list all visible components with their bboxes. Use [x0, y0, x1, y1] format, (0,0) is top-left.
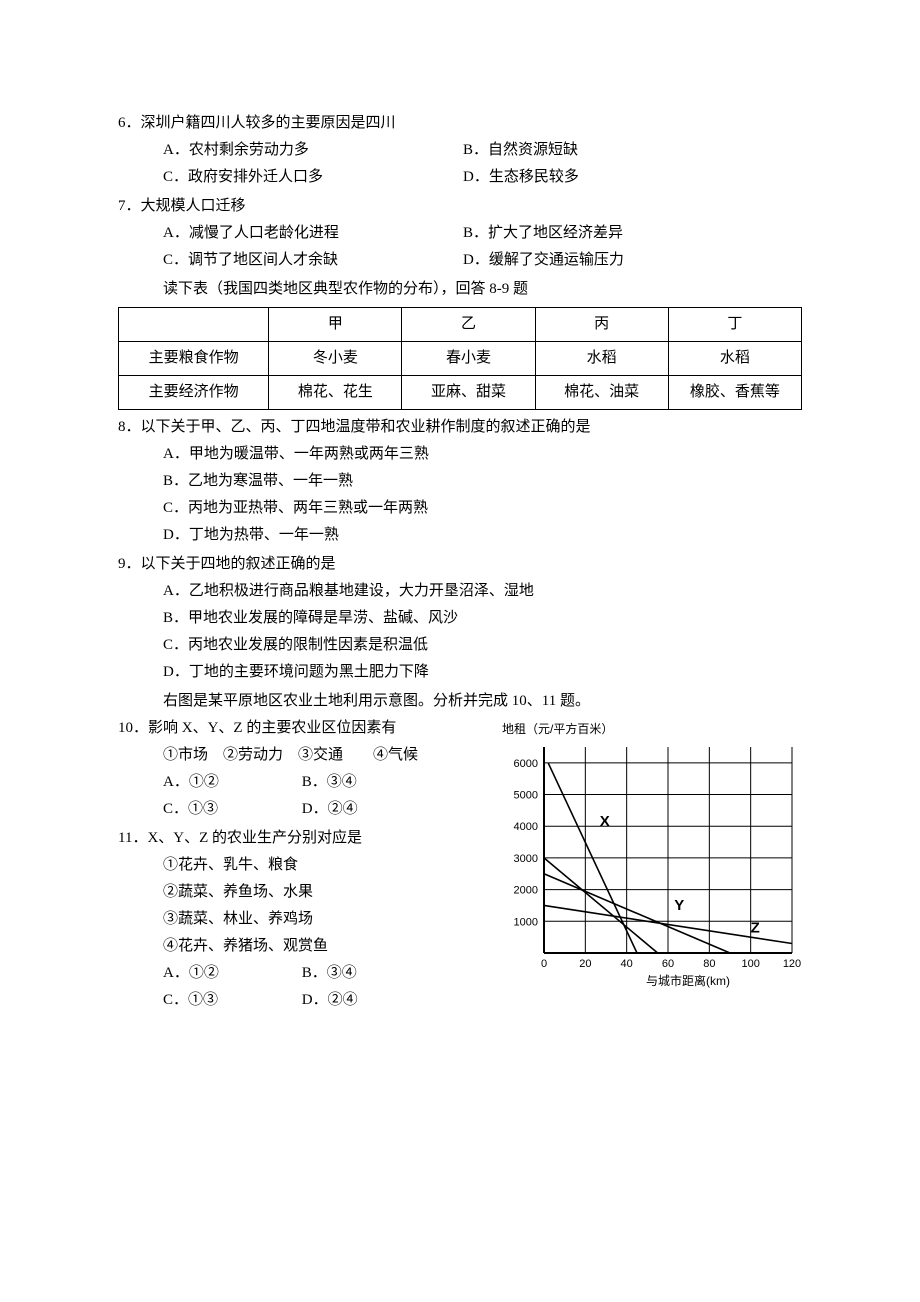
- q7-opt-d: D．缓解了交通运输压力: [463, 247, 624, 274]
- q10-choices: ①市场 ②劳动力 ③交通 ④气候: [118, 742, 502, 769]
- svg-text:5000: 5000: [514, 789, 538, 801]
- q9-opt-b: B．甲地农业发展的障碍是旱涝、盐碱、风沙: [118, 605, 802, 632]
- q11-stem: 11．X、Y、Z 的农业生产分别对应是: [118, 825, 502, 852]
- question-9: 9．以下关于四地的叙述正确的是 A．乙地积极进行商品粮基地建设，大力开垦沼泽、湿…: [118, 551, 802, 686]
- svg-text:100: 100: [741, 958, 759, 970]
- svg-text:40: 40: [621, 958, 633, 970]
- q11-opt-a: A．①②: [163, 960, 298, 987]
- q10-11-text: 10．影响 X、Y、Z 的主要农业区位因素有 ①市场 ②劳动力 ③交通 ④气候 …: [118, 715, 502, 1016]
- svg-text:3000: 3000: [514, 853, 538, 865]
- q7-options: A．减慢了人口老龄化进程 B．扩大了地区经济差异 C．调节了地区间人才余缺 D．…: [118, 220, 802, 274]
- cell: 主要经济作物: [119, 376, 269, 410]
- q10-opt-a: A．①②: [163, 769, 298, 796]
- svg-text:0: 0: [541, 958, 547, 970]
- th-bing: 丙: [535, 308, 668, 342]
- q11-opt-d: D．②④: [302, 987, 437, 1014]
- th-jia: 甲: [269, 308, 402, 342]
- q7-opt-c: C．调节了地区间人才余缺: [163, 247, 463, 274]
- q10-11-row: 10．影响 X、Y、Z 的主要农业区位因素有 ①市场 ②劳动力 ③交通 ④气候 …: [118, 715, 802, 1016]
- cell: 亚麻、甜菜: [402, 376, 535, 410]
- q11-cd: C．①③ D．②④: [118, 987, 502, 1014]
- q6-opt-d: D．生态移民较多: [463, 164, 579, 191]
- svg-text:20: 20: [579, 958, 591, 970]
- th-ding: 丁: [668, 308, 801, 342]
- cell: 冬小麦: [269, 342, 402, 376]
- svg-text:Y: Y: [674, 897, 684, 914]
- cell: 水稻: [535, 342, 668, 376]
- svg-text:80: 80: [703, 958, 715, 970]
- q9-opt-d: D．丁地的主要环境问题为黑土肥力下降: [118, 659, 802, 686]
- q8-stem: 8．以下关于甲、乙、丙、丁四地温度带和农业耕作制度的叙述正确的是: [118, 414, 802, 441]
- q6-stem: 6．深圳户籍四川人较多的主要原因是四川: [118, 110, 802, 137]
- exam-page: 6．深圳户籍四川人较多的主要原因是四川 A．农村剩余劳动力多 B．自然资源短缺 …: [0, 0, 920, 1076]
- th-yi: 乙: [402, 308, 535, 342]
- table-intro: 读下表（我国四类地区典型农作物的分布），回答 8-9 题: [118, 276, 802, 303]
- cell: 春小麦: [402, 342, 535, 376]
- rent-chart: 地租（元/平方百米） 0 20 40 60 80 100 120 1000 2000 3000 40…: [502, 715, 802, 1001]
- svg-text:Z: Z: [751, 919, 760, 936]
- q9-opt-c: C．丙地农业发展的限制性因素是积温低: [118, 632, 802, 659]
- q10-opt-c: C．①③: [163, 796, 298, 823]
- table-row: 主要经济作物 棉花、花生 亚麻、甜菜 棉花、油菜 橡胶、香蕉等: [119, 376, 802, 410]
- q11-ab: A．①② B．③④: [118, 960, 502, 987]
- q8-opt-c: C．丙地为亚热带、两年三熟或一年两熟: [118, 495, 802, 522]
- q7-opt-b: B．扩大了地区经济差异: [463, 220, 623, 247]
- svg-text:60: 60: [662, 958, 674, 970]
- q10-ab: A．①② B．③④: [118, 769, 502, 796]
- q7-opt-a: A．减慢了人口老龄化进程: [163, 220, 463, 247]
- q11-opt-b: B．③④: [302, 960, 437, 987]
- table-header-row: 甲 乙 丙 丁: [119, 308, 802, 342]
- svg-text:120: 120: [783, 958, 801, 970]
- q6-opt-c: C．政府安排外迁人口多: [163, 164, 463, 191]
- th-blank: [119, 308, 269, 342]
- q11-l3: ③蔬菜、林业、养鸡场: [118, 906, 502, 933]
- q7-stem: 7．大规模人口迁移: [118, 193, 802, 220]
- svg-text:1000: 1000: [514, 916, 538, 928]
- q9-opt-a: A．乙地积极进行商品粮基地建设，大力开垦沼泽、湿地: [118, 578, 802, 605]
- question-10: 10．影响 X、Y、Z 的主要农业区位因素有 ①市场 ②劳动力 ③交通 ④气候 …: [118, 715, 502, 823]
- q10-opt-d: D．②④: [302, 796, 437, 823]
- chart-intro: 右图是某平原地区农业土地利用示意图。分析并完成 10、11 题。: [118, 688, 802, 715]
- cell: 主要粮食作物: [119, 342, 269, 376]
- q8-opt-b: B．乙地为寒温带、一年一熟: [118, 468, 802, 495]
- svg-text:X: X: [600, 813, 610, 830]
- q8-opt-a: A．甲地为暖温带、一年两熟或两年三熟: [118, 441, 802, 468]
- svg-text:4000: 4000: [514, 821, 538, 833]
- svg-text:6000: 6000: [514, 757, 538, 769]
- question-11: 11．X、Y、Z 的农业生产分别对应是 ①花卉、乳牛、粮食 ②蔬菜、养鱼场、水果…: [118, 825, 502, 1014]
- crops-table: 甲 乙 丙 丁 主要粮食作物 冬小麦 春小麦 水稻 水稻 主要经济作物 棉花、花…: [118, 307, 802, 410]
- cell: 水稻: [668, 342, 801, 376]
- chart-y-title: 地租（元/平方百米）: [502, 719, 802, 741]
- q10-stem: 10．影响 X、Y、Z 的主要农业区位因素有: [118, 715, 502, 742]
- q10-opt-b: B．③④: [302, 769, 437, 796]
- cell: 棉花、油菜: [535, 376, 668, 410]
- q9-stem: 9．以下关于四地的叙述正确的是: [118, 551, 802, 578]
- table-row: 主要粮食作物 冬小麦 春小麦 水稻 水稻: [119, 342, 802, 376]
- cell: 棉花、花生: [269, 376, 402, 410]
- q11-opt-c: C．①③: [163, 987, 298, 1014]
- question-7: 7．大规模人口迁移 A．减慢了人口老龄化进程 B．扩大了地区经济差异 C．调节了…: [118, 193, 802, 274]
- q8-opt-d: D．丁地为热带、一年一熟: [118, 522, 802, 549]
- q11-l1: ①花卉、乳牛、粮食: [118, 852, 502, 879]
- q11-l2: ②蔬菜、养鱼场、水果: [118, 879, 502, 906]
- q11-l4: ④花卉、养猪场、观赏鱼: [118, 933, 502, 960]
- q10-cd: C．①③ D．②④: [118, 796, 502, 823]
- rent-chart-svg: 0 20 40 60 80 100 120 1000 2000 3000 4000 5000 6000 X…: [502, 741, 802, 991]
- question-6: 6．深圳户籍四川人较多的主要原因是四川 A．农村剩余劳动力多 B．自然资源短缺 …: [118, 110, 802, 191]
- q6-options: A．农村剩余劳动力多 B．自然资源短缺 C．政府安排外迁人口多 D．生态移民较多: [118, 137, 802, 191]
- svg-text:2000: 2000: [514, 884, 538, 896]
- q6-opt-a: A．农村剩余劳动力多: [163, 137, 463, 164]
- cell: 橡胶、香蕉等: [668, 376, 801, 410]
- q6-opt-b: B．自然资源短缺: [463, 137, 578, 164]
- question-8: 8．以下关于甲、乙、丙、丁四地温度带和农业耕作制度的叙述正确的是 A．甲地为暖温…: [118, 414, 802, 549]
- svg-text:与城市距离(km): 与城市距离(km): [646, 973, 730, 988]
